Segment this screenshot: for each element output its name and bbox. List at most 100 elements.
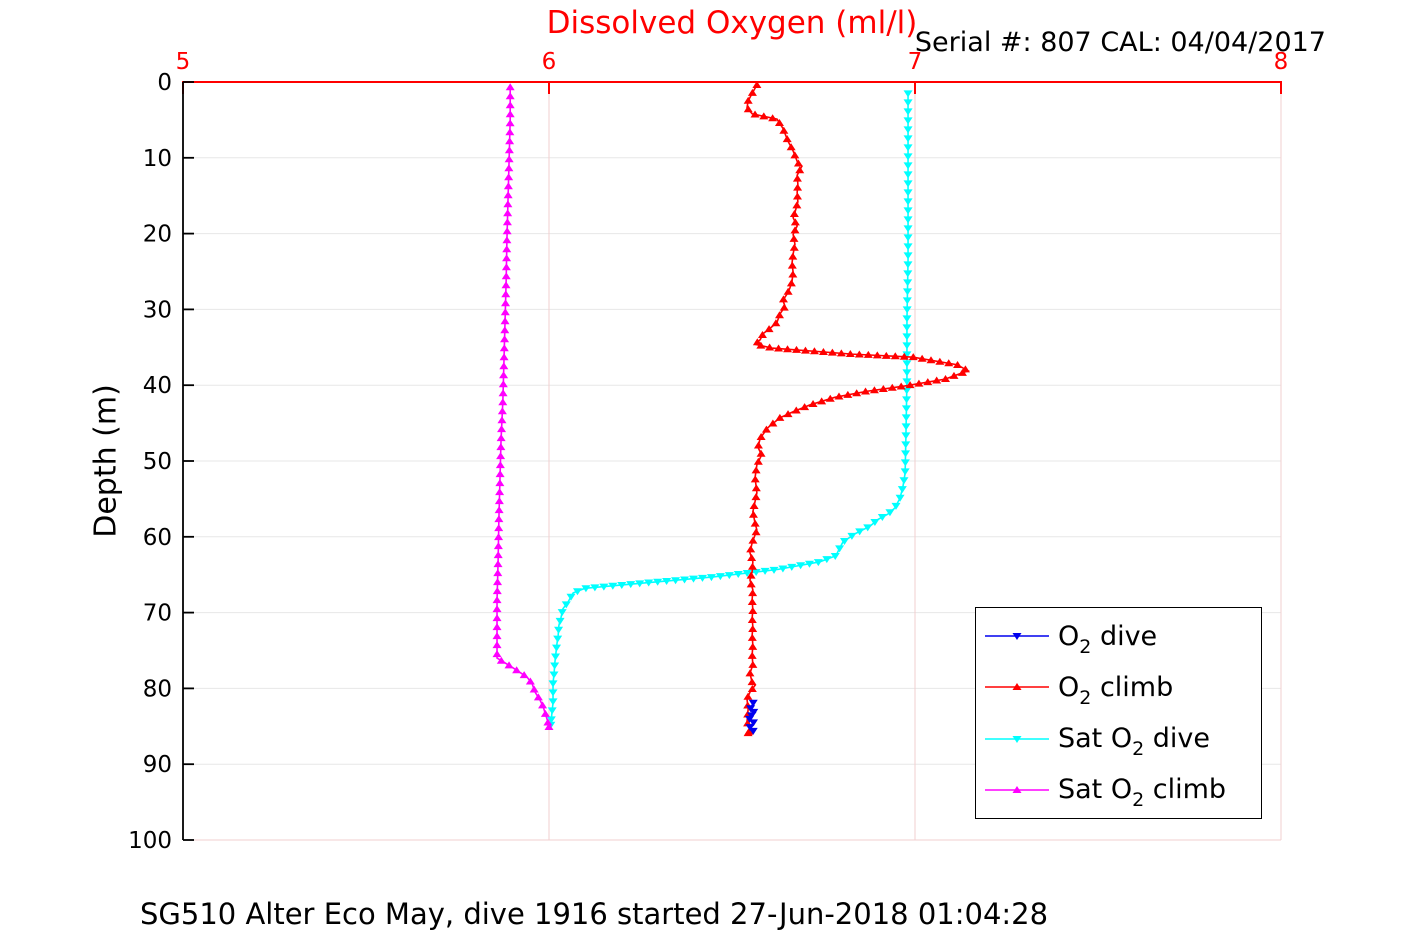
marker-sat-o2-dive: [778, 565, 788, 573]
marker-o2-climb: [789, 234, 799, 242]
marker-o2-climb: [890, 352, 900, 360]
y-axis-label: Depth (m): [88, 384, 124, 538]
marker-o2-climb: [748, 660, 758, 668]
marker-sat-o2-climb: [505, 101, 515, 109]
y-tick-label: 30: [143, 297, 172, 323]
marker-sat-o2-climb: [525, 677, 535, 685]
marker-o2-climb: [899, 352, 909, 360]
y-tick-label: 0: [157, 70, 172, 96]
legend-label: O2 climb: [1058, 671, 1174, 709]
marker-sat-o2-climb: [496, 434, 506, 442]
marker-o2-climb: [743, 105, 753, 113]
serial-cal-annotation: Serial #: 807 CAL: 04/04/2017: [914, 27, 1326, 58]
marker-sat-o2-climb: [502, 227, 512, 235]
marker-sat-o2-climb: [500, 317, 510, 325]
marker-o2-climb: [750, 519, 760, 527]
marker-o2-climb: [861, 387, 871, 395]
marker-o2-climb: [932, 376, 942, 384]
marker-o2-climb: [778, 295, 788, 303]
marker-o2-climb: [747, 554, 757, 562]
marker-o2-climb: [792, 174, 802, 182]
marker-sat-o2-dive: [903, 153, 913, 161]
marker-sat-o2-dive: [901, 432, 911, 440]
y-tick-label: 80: [143, 676, 172, 702]
marker-sat-o2-dive: [662, 577, 672, 585]
marker-sat-o2-dive: [877, 514, 887, 522]
marker-sat-o2-dive: [742, 569, 752, 577]
triangle-up-marker-icon: [1012, 683, 1022, 691]
marker-sat-o2-dive: [552, 644, 562, 652]
marker-sat-o2-dive: [830, 553, 840, 561]
marker-o2-climb: [941, 374, 951, 382]
marker-sat-o2-dive: [902, 324, 912, 332]
marker-o2-climb: [782, 135, 792, 143]
marker-sat-o2-dive: [549, 671, 559, 679]
marker-o2-climb: [852, 389, 862, 397]
marker-sat-o2-dive: [901, 405, 911, 413]
marker-sat-o2-climb: [495, 461, 505, 469]
marker-o2-climb: [753, 441, 763, 449]
marker-sat-o2-dive: [617, 581, 627, 589]
marker-sat-o2-climb: [494, 515, 504, 523]
marker-o2-climb: [747, 633, 757, 641]
marker-sat-o2-dive: [903, 243, 913, 251]
marker-sat-o2-climb: [499, 344, 509, 352]
marker-sat-o2-dive: [903, 261, 913, 269]
marker-sat-o2-climb: [500, 326, 510, 334]
marker-sat-o2-climb: [502, 236, 512, 244]
marker-sat-o2-dive: [796, 562, 806, 570]
marker-sat-o2-dive: [590, 584, 600, 592]
marker-sat-o2-dive: [897, 486, 907, 494]
marker-o2-climb: [747, 562, 757, 570]
marker-sat-o2-climb: [503, 182, 513, 190]
marker-sat-o2-dive: [715, 573, 725, 581]
marker-o2-climb: [957, 368, 967, 376]
y-tick-label: 20: [143, 222, 172, 248]
marker-sat-o2-climb: [505, 110, 515, 118]
marker-sat-o2-dive: [769, 566, 779, 574]
marker-sat-o2-dive: [903, 144, 913, 152]
marker-sat-o2-climb: [497, 416, 507, 424]
marker-o2-climb: [789, 243, 799, 251]
marker-sat-o2-dive: [751, 568, 761, 576]
marker-sat-o2-climb: [493, 569, 503, 577]
marker-o2-climb: [768, 419, 778, 427]
x-tick-label: 8: [1274, 49, 1289, 75]
marker-o2-climb: [749, 501, 759, 509]
marker-sat-o2-dive: [903, 180, 913, 188]
marker-o2-climb: [788, 270, 798, 278]
marker-sat-o2-dive: [548, 680, 558, 688]
marker-o2-climb: [747, 615, 757, 623]
marker-o2-dive: [748, 699, 758, 707]
marker-sat-o2-dive: [813, 559, 823, 567]
marker-sat-o2-climb: [499, 362, 509, 370]
marker-sat-o2-dive: [546, 716, 556, 724]
marker-sat-o2-climb: [504, 146, 514, 154]
marker-o2-climb: [759, 112, 769, 120]
legend-box: O2 dive O2 climb Sat O2 dive Sat O2 climb: [975, 607, 1262, 819]
marker-sat-o2-dive: [557, 609, 567, 617]
marker-o2-climb: [774, 118, 784, 126]
marker-o2-climb: [786, 279, 796, 287]
marker-o2-climb: [789, 210, 799, 218]
marker-o2-climb: [843, 390, 853, 398]
marker-sat-o2-climb: [543, 718, 553, 726]
marker-sat-o2-dive: [804, 560, 814, 568]
marker-o2-climb: [748, 642, 758, 650]
marker-o2-climb: [743, 692, 753, 700]
marker-o2-climb: [757, 331, 767, 339]
legend-item-sat-o2-dive: Sat O2 dive: [976, 714, 1261, 764]
marker-o2-climb: [896, 382, 906, 390]
marker-sat-o2-climb: [505, 119, 515, 127]
triangle-down-marker-icon: [1012, 633, 1022, 641]
marker-o2-climb: [872, 351, 882, 359]
marker-sat-o2-climb: [497, 425, 507, 433]
marker-sat-o2-dive: [899, 477, 909, 485]
marker-o2-climb: [809, 347, 819, 355]
marker-sat-o2-climb: [498, 380, 508, 388]
marker-o2-climb: [764, 325, 774, 333]
marker-sat-o2-dive: [902, 351, 912, 359]
marker-sat-o2-dive: [733, 571, 743, 579]
marker-o2-climb: [750, 110, 760, 118]
legend-label: Sat O2 dive: [1058, 723, 1211, 761]
